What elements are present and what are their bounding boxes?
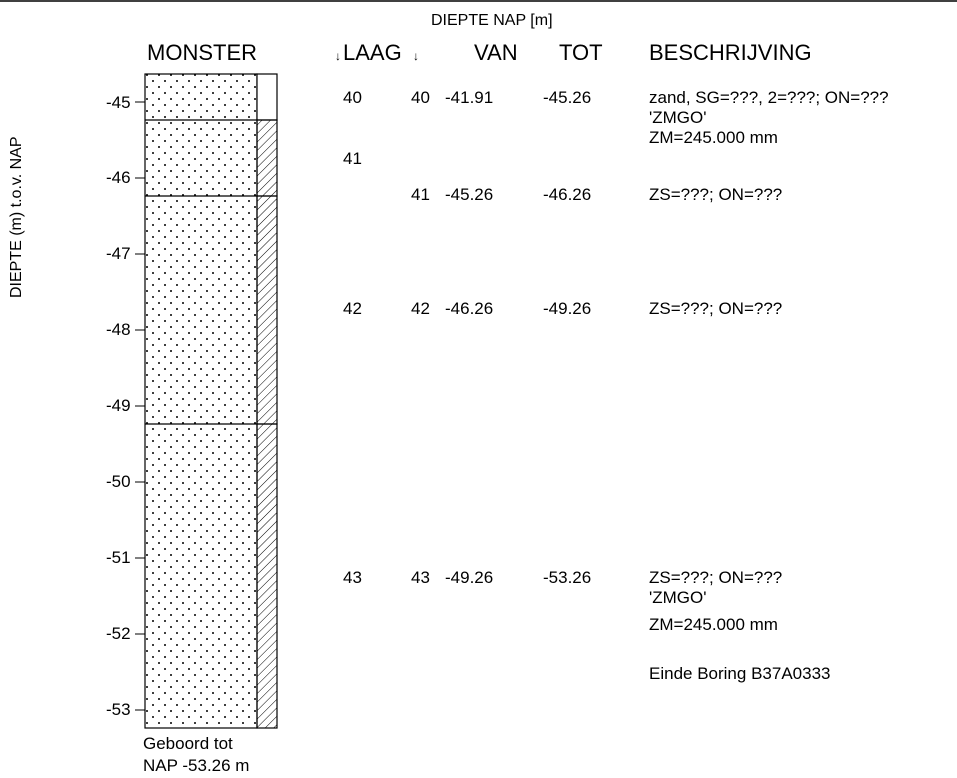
description-line: 'ZMGO'	[649, 588, 706, 607]
tick-label: -49	[106, 396, 131, 415]
header-laag-arrow-right: ↓	[413, 49, 419, 63]
description-line: ZS=???; ON=???	[649, 299, 782, 318]
depth-van: -46.26	[445, 299, 493, 318]
monster-sample	[256, 119, 278, 197]
depth-tot: -45.26	[543, 88, 591, 107]
description-line: ZM=245.000 mm	[649, 128, 778, 147]
monster-sample	[256, 195, 278, 425]
depth-tot: -46.26	[543, 185, 591, 204]
depth-van: -49.26	[445, 568, 493, 587]
depth-tot: -53.26	[543, 568, 591, 587]
tick-label: -46	[106, 168, 131, 187]
header-tot: TOT	[559, 40, 603, 65]
header-monster: MONSTER	[147, 40, 257, 65]
footer-line: Geboord tot	[143, 734, 233, 753]
header-beschrijving: BESCHRIJVING	[649, 40, 812, 65]
header-diepte-nap: DIEPTE NAP [m]	[431, 12, 553, 29]
description-line: 'ZMGO'	[649, 108, 706, 127]
tick-label: -50	[106, 472, 131, 491]
monster-id: 43	[411, 568, 430, 587]
tick-label: -51	[106, 548, 131, 567]
tick-label: -52	[106, 624, 131, 643]
end-of-boring: Einde Boring B37A0333	[649, 664, 830, 683]
monster-id: 42	[411, 299, 430, 318]
description-line: ZS=???; ON=???	[649, 185, 782, 204]
monster-id: 41	[411, 185, 430, 204]
description-line: ZS=???; ON=???	[649, 568, 782, 587]
layer-row: 41 -45.26 -46.26 ZS=???; ON=???	[411, 185, 782, 204]
depth-van: -45.26	[445, 185, 493, 204]
depth-axis: -45 -46 -47 -48 -49 -50 -51 -52 -53	[106, 93, 145, 719]
header-laag-arrow-left: ↓	[335, 49, 341, 63]
sand-fill	[144, 73, 258, 729]
description-line: zand, SG=???, 2=???; ON=???	[649, 88, 889, 107]
layer-row: 40 40 -41.91 -45.26 zand, SG=???, 2=???;…	[343, 88, 889, 147]
depth-van: -41.91	[445, 88, 493, 107]
monster-column	[256, 73, 278, 729]
monster-sample	[256, 423, 278, 729]
layer-id: 41	[343, 149, 362, 168]
layer-row: 42 42 -46.26 -49.26 ZS=???; ON=???	[343, 299, 782, 318]
tick-label: -53	[106, 700, 131, 719]
depth-tot: -49.26	[543, 299, 591, 318]
layer-id: 40	[343, 88, 362, 107]
header-van: VAN	[474, 40, 518, 65]
axis-label: DIEPTE (m) t.o.v. NAP	[8, 137, 25, 299]
boring-column	[144, 73, 258, 729]
tick-label: -45	[106, 93, 131, 112]
tick-label: -47	[106, 244, 131, 263]
monster-id: 40	[411, 88, 430, 107]
header-laag: LAAG	[343, 40, 402, 65]
layer-id: 42	[343, 299, 362, 318]
layer-row: 43 43 -49.26 -53.26 ZS=???; ON=??? 'ZMGO…	[343, 568, 830, 683]
monster-empty	[256, 73, 278, 121]
tick-label: -48	[106, 320, 131, 339]
description-line: ZM=245.000 mm	[649, 615, 778, 634]
layer-id: 43	[343, 568, 362, 587]
footer-line: NAP -53.26 m	[143, 756, 249, 775]
